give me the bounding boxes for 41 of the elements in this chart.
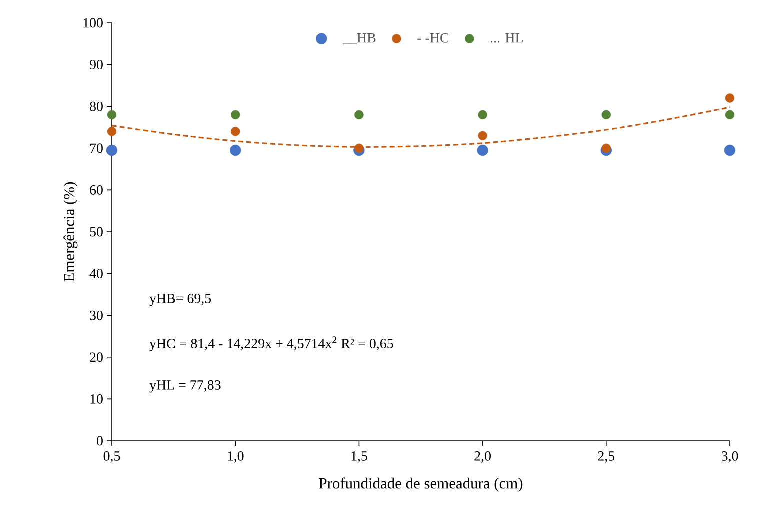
annotation: yHC = 81,4 - 14,229x + 4,5714x$^{2}$ R² = 0,65 bbox=[150, 336, 394, 352]
y-tick-label: 80 bbox=[90, 102, 103, 112]
point bbox=[231, 110, 240, 120]
y-tick-label: 60 bbox=[90, 185, 103, 195]
legend-label: __HB bbox=[342, 33, 376, 44]
x-tick-label: 1,0 bbox=[228, 452, 244, 463]
x-tick-label: 2,0 bbox=[474, 452, 491, 463]
y-tick-label: 0 bbox=[97, 436, 103, 446]
annotation: yHB= 69,5 bbox=[150, 294, 212, 306]
legend-label: - -HC bbox=[418, 33, 449, 43]
point bbox=[354, 144, 364, 153]
y-tick-label: 40 bbox=[90, 269, 103, 279]
y-tick-label: 100 bbox=[84, 18, 103, 28]
annotation: yHL = 77,83 bbox=[150, 380, 221, 393]
x-tick-label: 3,0 bbox=[722, 452, 738, 463]
point bbox=[106, 144, 118, 156]
y-tick-label: 10 bbox=[90, 394, 103, 404]
point bbox=[107, 110, 117, 120]
y-tick-label: 20 bbox=[90, 352, 103, 362]
point bbox=[602, 144, 612, 153]
point bbox=[231, 127, 240, 136]
x-tick-label: 0,5 bbox=[104, 452, 120, 463]
y-tick-label: 30 bbox=[90, 310, 103, 320]
point bbox=[478, 110, 488, 120]
y-tick-label: 70 bbox=[90, 144, 103, 154]
point bbox=[230, 144, 242, 156]
point bbox=[724, 144, 736, 156]
point bbox=[354, 110, 364, 120]
y-tick-label: 90 bbox=[90, 60, 103, 70]
legend-label: ... HL bbox=[490, 33, 523, 43]
point bbox=[478, 131, 488, 140]
point bbox=[602, 110, 612, 120]
y-axis-title: Emergência (%) bbox=[64, 182, 78, 282]
x-axis-title: Profundidade de semeadura (cm) bbox=[319, 478, 523, 492]
y-tick-label: 50 bbox=[90, 227, 103, 237]
point bbox=[725, 94, 735, 103]
point bbox=[725, 110, 735, 120]
x-tick-label: 2,5 bbox=[598, 452, 615, 463]
point bbox=[107, 127, 117, 136]
point bbox=[477, 144, 488, 156]
x-tick-label: 1,5 bbox=[352, 452, 368, 463]
